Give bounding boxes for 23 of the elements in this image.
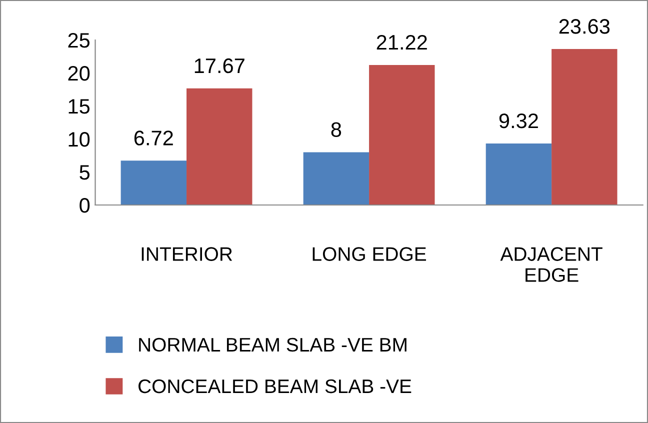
data-label: 17.67 (194, 58, 244, 74)
y-tick-label: 15 (68, 99, 90, 114)
data-label: 6.72 (134, 130, 173, 146)
legend-label: CONCEALED BEAM SLAB -VE (138, 379, 412, 394)
data-label: 23.63 (559, 19, 610, 34)
bar (552, 49, 618, 205)
bar (186, 88, 252, 205)
data-label: 21.22 (376, 34, 427, 50)
x-tick-label: ADJACENT EDGE (500, 247, 602, 282)
legend-label: NORMAL BEAM SLAB -VE BM (139, 338, 406, 352)
bar (120, 160, 187, 205)
x-tick-label: LONG EDGE (312, 247, 426, 261)
bar (486, 143, 552, 205)
y-tick-label: 0 (80, 198, 90, 213)
data-label: 9.32 (499, 114, 538, 128)
y-tick-label: 25 (68, 33, 90, 48)
y-tick-label: 20 (68, 66, 90, 81)
x-tick-label: INTERIOR (142, 247, 232, 261)
data-label: 8 (331, 122, 342, 137)
y-tick-label: 10 (68, 132, 90, 147)
y-tick-label: 5 (80, 165, 90, 180)
bar (303, 152, 370, 205)
bar (369, 64, 435, 205)
